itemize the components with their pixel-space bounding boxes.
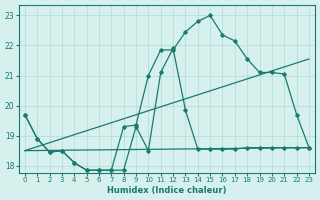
X-axis label: Humidex (Indice chaleur): Humidex (Indice chaleur) xyxy=(107,186,227,195)
